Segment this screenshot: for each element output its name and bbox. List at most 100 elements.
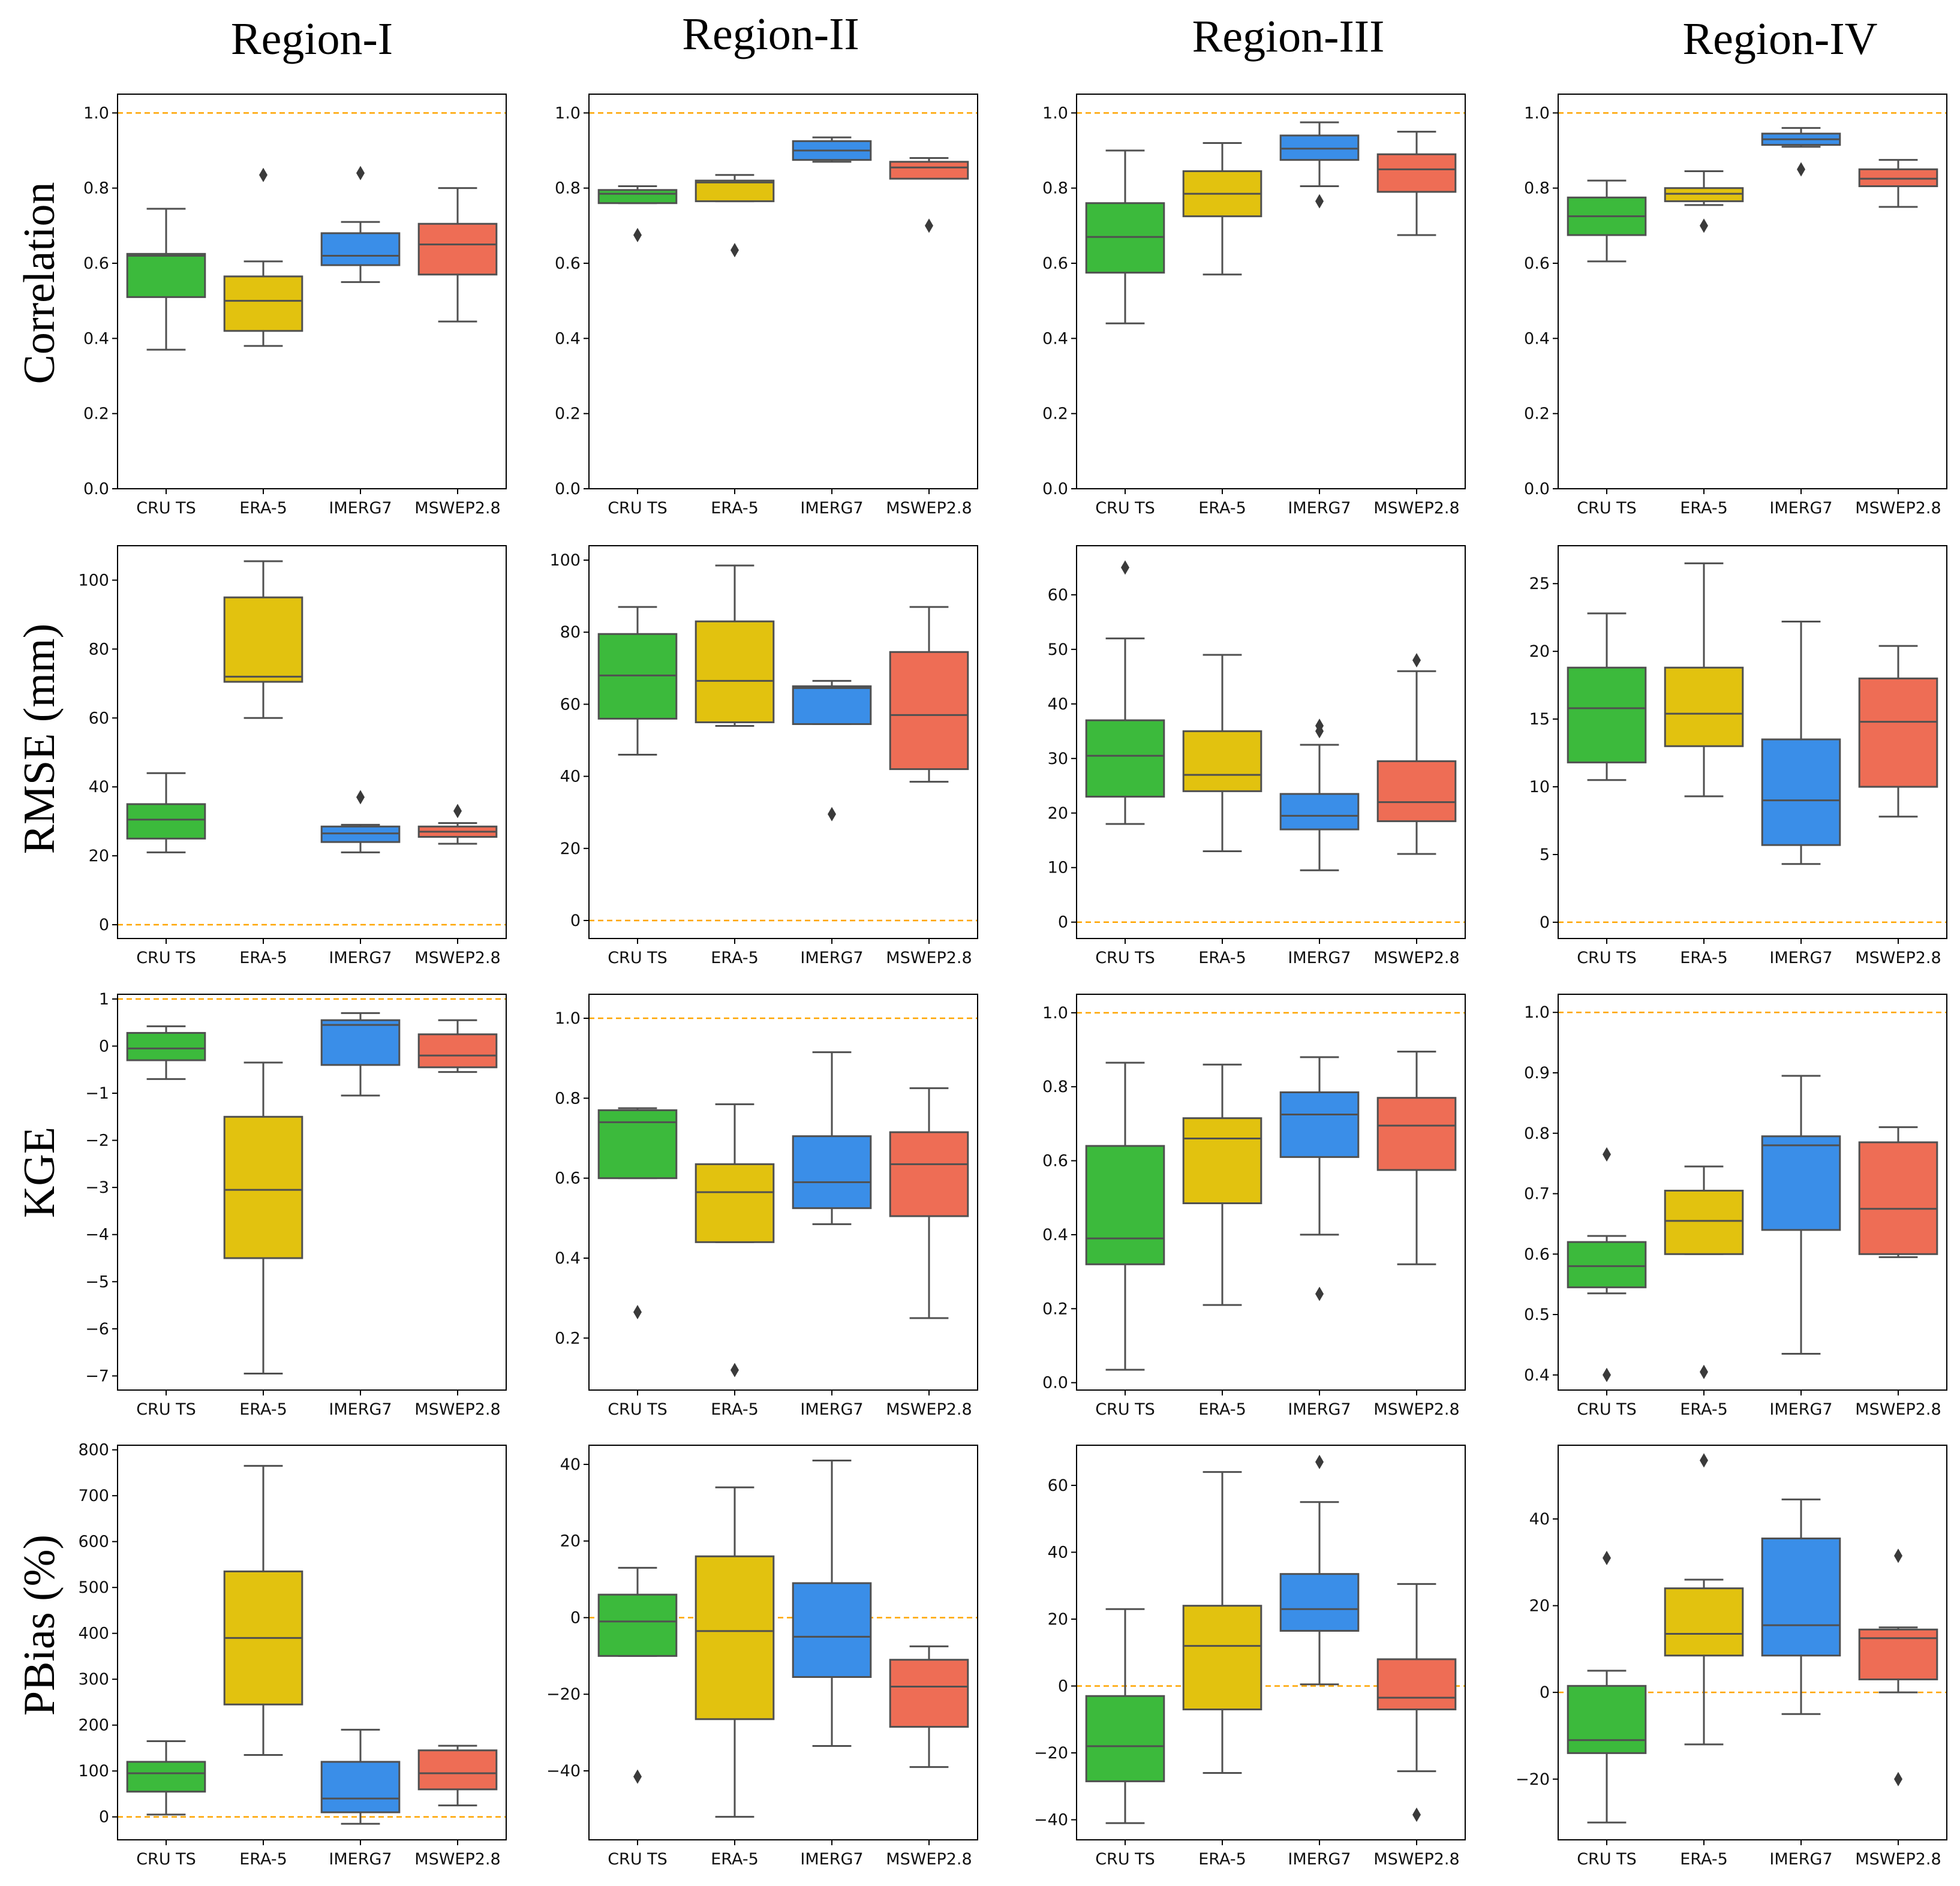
- box-mswep2-8: [889, 157, 969, 233]
- x-tick-label: MSWEP2.8: [1855, 1850, 1941, 1869]
- box-iqr: [223, 275, 303, 332]
- x-tick-label: ERA-5: [1680, 949, 1728, 967]
- box-cru-ts: [126, 772, 206, 853]
- box-imerg7: [792, 136, 872, 163]
- x-tick-label: CRU TS: [1095, 1400, 1155, 1419]
- y-tick-label: −40: [1034, 1811, 1068, 1830]
- panel-frame: [588, 545, 978, 939]
- x-tick-label: MSWEP2.8: [414, 1400, 500, 1419]
- y-tick-label: −7: [85, 1367, 109, 1385]
- box-era-5: [223, 1061, 303, 1374]
- x-tick-label: IMERG7: [1769, 1400, 1832, 1419]
- box-iqr: [320, 232, 401, 266]
- box-cru-ts: [1567, 612, 1647, 781]
- outlier-point: [1121, 560, 1129, 575]
- y-tick-label: −20: [546, 1685, 581, 1704]
- y-tick-label: 0.8: [555, 179, 581, 198]
- y-tick-label: 0.4: [83, 329, 109, 348]
- x-tick-label: IMERG7: [1769, 1850, 1832, 1869]
- column-title: Region-II: [682, 9, 859, 59]
- panel-frame: [588, 1445, 978, 1840]
- y-tick-label: −3: [85, 1178, 109, 1197]
- box-iqr: [1761, 1135, 1841, 1231]
- x-tick-label: CRU TS: [1577, 949, 1637, 967]
- x-tick-label: ERA-5: [1198, 949, 1246, 967]
- box-cru-ts: [1085, 1061, 1165, 1371]
- box-cru-ts: [597, 1566, 678, 1784]
- y-tick-label: 5: [1540, 846, 1550, 864]
- y-tick-label: 0: [570, 1608, 581, 1627]
- box-mswep2-8: [889, 1645, 969, 1768]
- box-era-5: [1664, 562, 1744, 798]
- x-tick-label: IMERG7: [329, 1400, 392, 1419]
- y-tick-label: 0.4: [555, 1249, 581, 1268]
- box-cru-ts: [126, 1025, 206, 1080]
- y-tick-label: 0.8: [1042, 1078, 1068, 1096]
- y-tick-label: 40: [560, 768, 581, 786]
- box-iqr: [1664, 666, 1744, 747]
- column-title: Region-IV: [1682, 14, 1877, 64]
- box-iqr: [597, 633, 678, 720]
- box-mswep2-8: [1376, 1051, 1457, 1265]
- x-tick-label: CRU TS: [136, 1400, 196, 1419]
- box-iqr: [1085, 1695, 1165, 1782]
- box-cru-ts: [597, 606, 678, 756]
- panel: 0 100 200 300 400 500 600 700 800 CRU TS ERA-5 IMER…: [78, 1441, 507, 1869]
- box-era-5: [223, 167, 303, 347]
- box-iqr: [1761, 1537, 1841, 1657]
- outlier-point: [731, 1362, 739, 1377]
- box-imerg7: [1279, 1056, 1360, 1301]
- box-era-5: [1182, 142, 1262, 276]
- box-imerg7: [1761, 620, 1841, 865]
- box-imerg7: [320, 1728, 401, 1825]
- y-tick-label: 100: [549, 551, 581, 570]
- y-tick-label: 800: [78, 1441, 109, 1460]
- y-tick-label: 20: [1048, 804, 1068, 823]
- box-iqr: [1376, 1658, 1457, 1711]
- x-tick-label: MSWEP2.8: [1373, 949, 1459, 967]
- panel: 0 20 40 60 80 100 CRU TS ERA-5 IMERG7 MSWEP2.8: [549, 545, 978, 967]
- x-tick-label: MSWEP2.8: [1373, 1400, 1459, 1419]
- box-cru-ts: [1085, 1608, 1165, 1824]
- box-iqr: [792, 1135, 872, 1210]
- y-tick-label: −2: [85, 1132, 109, 1150]
- x-tick-label: MSWEP2.8: [886, 1850, 972, 1869]
- y-tick-label: 0.9: [1524, 1064, 1550, 1082]
- box-era-5: [695, 1486, 775, 1818]
- x-tick-label: ERA-5: [711, 949, 759, 967]
- box-era-5: [695, 1103, 775, 1377]
- outlier-point: [1603, 1551, 1611, 1565]
- box-imerg7: [1761, 127, 1841, 177]
- box-mswep2-8: [889, 606, 969, 783]
- box-iqr: [1182, 1605, 1262, 1711]
- box-iqr: [320, 1019, 401, 1066]
- y-tick-label: 400: [78, 1625, 109, 1643]
- x-tick-label: ERA-5: [239, 499, 287, 518]
- outlier-point: [633, 228, 642, 242]
- box-mswep2-8: [1376, 131, 1457, 236]
- box-iqr: [126, 1031, 206, 1061]
- y-tick-label: 0.7: [1524, 1185, 1550, 1204]
- y-tick-label: 80: [560, 623, 581, 642]
- box-mswep2-8: [1858, 645, 1938, 818]
- box-iqr: [320, 1761, 401, 1813]
- y-tick-label: 0.8: [1524, 1124, 1550, 1143]
- outlier-point: [1700, 218, 1708, 233]
- outlier-point: [1412, 653, 1421, 668]
- box-iqr: [126, 803, 206, 840]
- box-iqr: [792, 1582, 872, 1678]
- y-tick-label: 0.8: [83, 179, 109, 198]
- panel: 0.2 0.4 0.6 0.8 1.0 CRU TS ERA-5 IMERG7 MSWEP2.8: [555, 994, 978, 1419]
- box-era-5: [1664, 1453, 1744, 1746]
- box-cru-ts: [126, 207, 206, 351]
- y-tick-label: −6: [85, 1320, 109, 1338]
- x-tick-label: IMERG7: [1769, 499, 1832, 518]
- x-tick-label: MSWEP2.8: [886, 1400, 972, 1419]
- y-tick-label: −1: [85, 1084, 109, 1103]
- outlier-point: [259, 167, 267, 182]
- panel-frame: [117, 994, 507, 1391]
- box-mswep2-8: [1376, 653, 1457, 855]
- box-iqr: [1858, 1628, 1938, 1680]
- box-iqr: [1567, 666, 1647, 763]
